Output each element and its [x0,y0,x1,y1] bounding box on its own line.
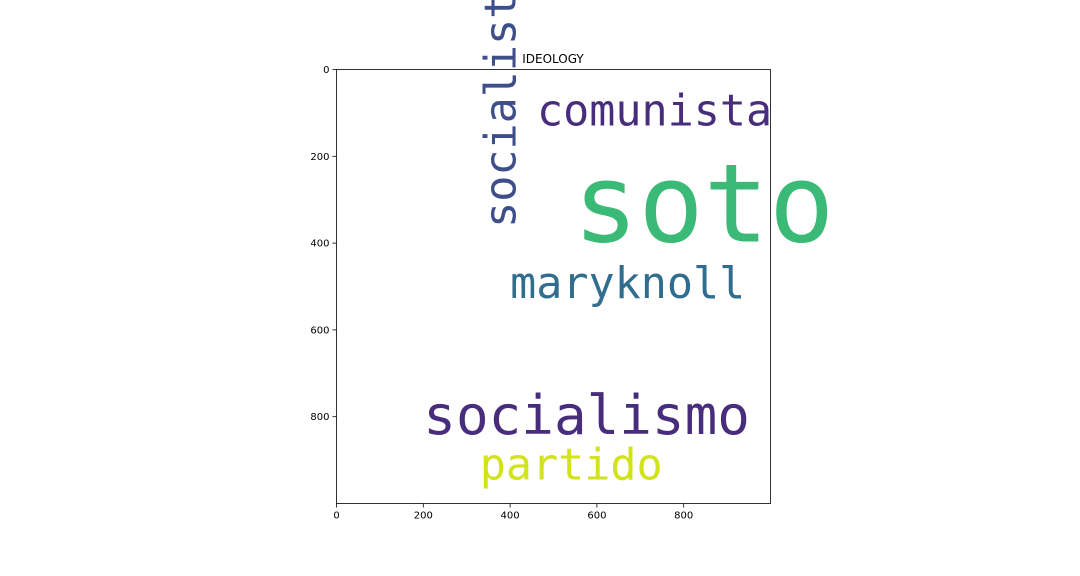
x-tick-label: 600 [587,511,606,522]
chart-title: IDEOLOGY [522,52,584,66]
x-axis: 0 200 400 600 800 [333,503,693,522]
word-socialismo: socialismo [423,384,750,447]
word-maryknoll: maryknoll [510,259,745,309]
x-tick-label: 0 [333,511,339,522]
axes-frame [336,69,771,504]
y-tick-label: 200 [310,152,329,163]
y-tick-label: 0 [323,65,329,76]
word-comunista: comunista [537,86,772,136]
word-socialista: socialista [476,0,526,228]
y-axis: 0 200 400 600 800 [310,65,337,423]
x-tick-label: 400 [501,511,520,522]
word-soto: soto [573,140,834,267]
word-partido: partido [480,441,663,491]
y-tick-label: 800 [310,412,329,423]
x-tick-label: 200 [414,511,433,522]
y-tick-label: 400 [310,239,329,250]
x-tick-label: 800 [674,511,693,522]
y-tick-label: 600 [310,325,329,336]
